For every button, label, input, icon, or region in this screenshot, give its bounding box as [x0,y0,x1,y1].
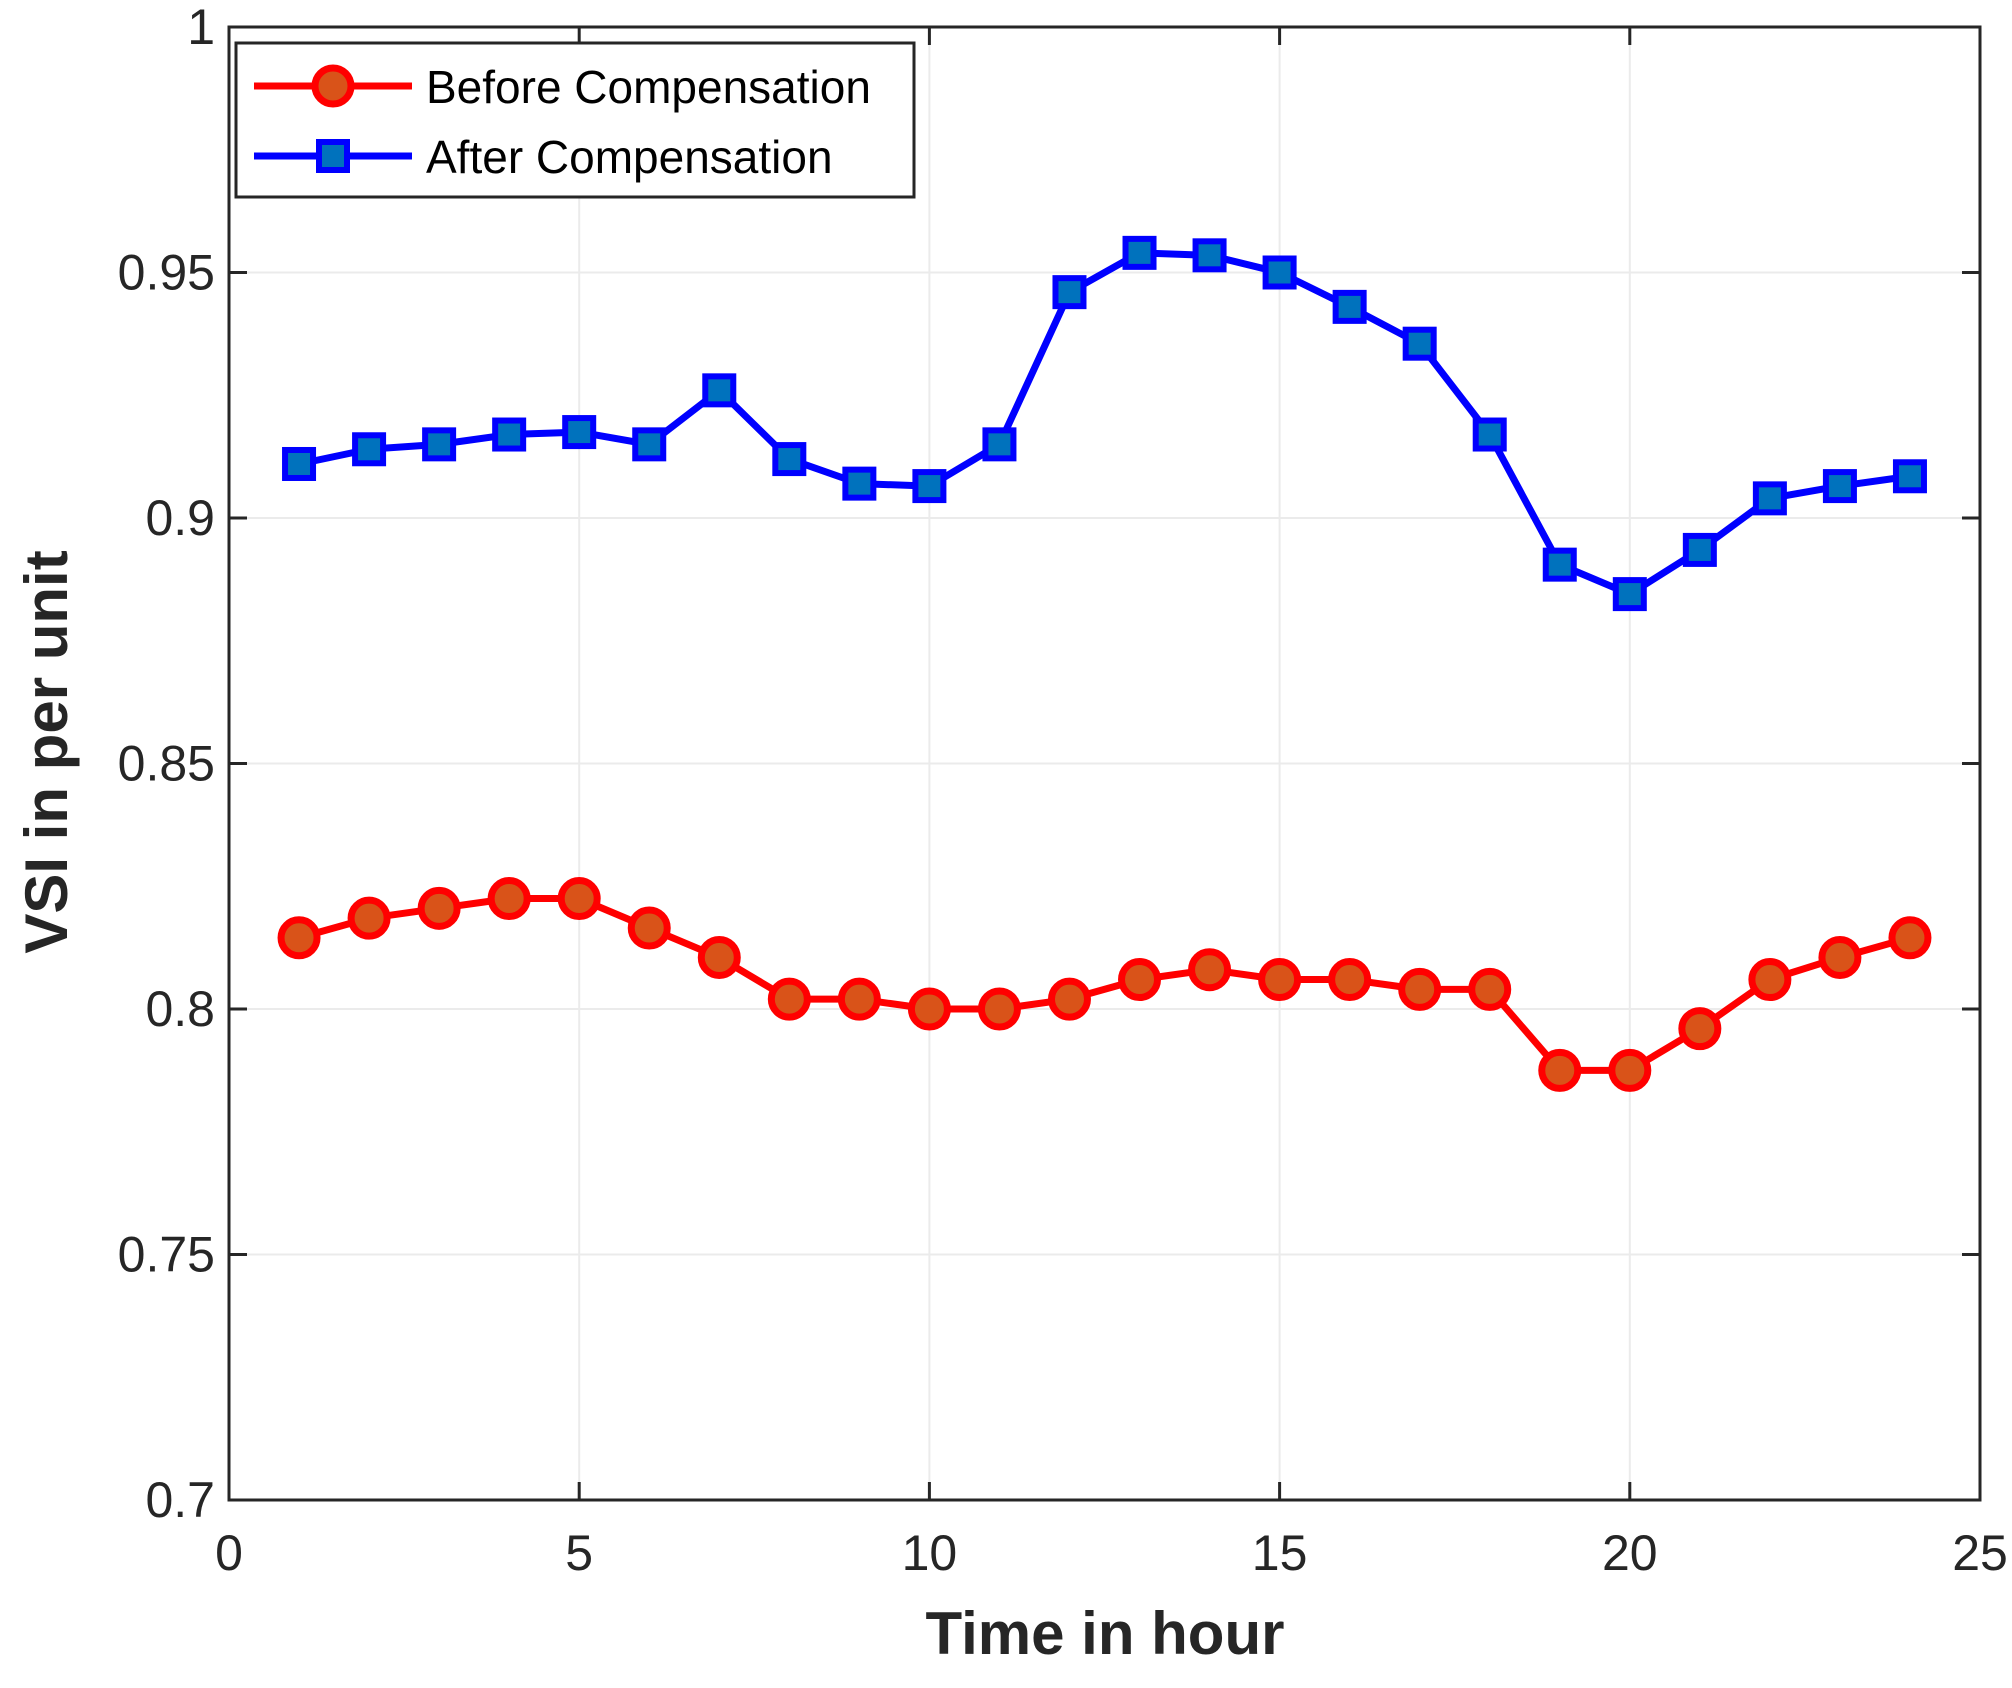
data-point [1122,235,1157,270]
data-point [697,935,741,979]
data-point [1612,577,1647,612]
data-point [492,417,527,452]
data-point [1682,532,1717,567]
y-tick-label: 0.95 [118,245,215,301]
series-before-compensation [277,877,1932,1092]
data-point [1188,948,1232,992]
data-point [1472,417,1507,452]
data-point [912,469,947,504]
y-tick-label: 0.85 [118,736,215,792]
data-point [557,877,601,921]
data-point [1822,469,1857,504]
data-point [1468,967,1512,1011]
data-point [1052,275,1087,310]
data-point [632,427,667,462]
data-point [417,886,461,930]
data-point [1608,1048,1652,1092]
data-point [1752,481,1787,516]
data-point [1818,935,1862,979]
data-point [352,432,387,467]
data-point [562,415,597,450]
data-point [1332,289,1367,324]
series-after-compensation [282,235,1927,612]
data-point [977,987,1021,1031]
data-point [422,427,457,462]
data-point [487,877,531,921]
legend-entry-after: After Compensation [254,131,833,183]
data-point [1888,916,1932,960]
data-point [767,977,811,1021]
data-point [1892,459,1927,494]
data-point [837,977,881,1021]
legend: Before Compensation After Compensation [234,41,916,199]
y-tick-label: 0.75 [118,1227,215,1283]
y-tick-label: 1 [187,0,215,55]
axis-ticks [227,25,1982,1502]
data-point [1262,255,1297,290]
data-point [1192,238,1227,273]
y-tick-labels: 0.7 0.75 0.8 0.85 0.9 0.95 1 [118,0,215,1528]
x-tick-label: 15 [1252,1525,1308,1581]
data-point [347,896,391,940]
x-tick-labels: 0 5 10 15 20 25 [215,1525,2008,1581]
x-axis-title: Time in hour [926,1600,1285,1667]
data-point [1402,326,1437,361]
data-point [1328,958,1372,1002]
y-tick-label: 0.7 [145,1472,215,1528]
data-point [1542,547,1577,582]
data-point [1258,958,1302,1002]
data-point [1538,1048,1582,1092]
legend-entry-before: Before Compensation [254,61,871,113]
data-point [1398,967,1442,1011]
x-tick-label: 25 [1952,1525,2008,1581]
y-tick-label: 0.9 [145,490,215,546]
data-point [702,373,737,408]
y-axis-title: VSI in per unit [13,550,80,953]
data-point [772,442,807,477]
legend-marker-circle [311,64,355,108]
y-tick-label: 0.8 [145,981,215,1037]
data-point [907,987,951,1031]
series-layer [277,235,1932,1092]
data-point [1047,977,1091,1021]
x-tick-label: 20 [1602,1525,1658,1581]
legend-label-after: After Compensation [426,131,833,183]
data-point [282,446,317,481]
x-tick-label: 0 [215,1525,243,1581]
x-tick-label: 5 [565,1525,593,1581]
data-point [1748,958,1792,1002]
data-point [1678,1007,1722,1051]
data-point [842,466,877,501]
data-point [627,906,671,950]
data-point [1118,958,1162,1002]
legend-label-before: Before Compensation [426,61,871,113]
x-tick-label: 10 [902,1525,958,1581]
data-point [277,916,321,960]
legend-marker-square [316,139,350,173]
data-point [982,427,1017,462]
